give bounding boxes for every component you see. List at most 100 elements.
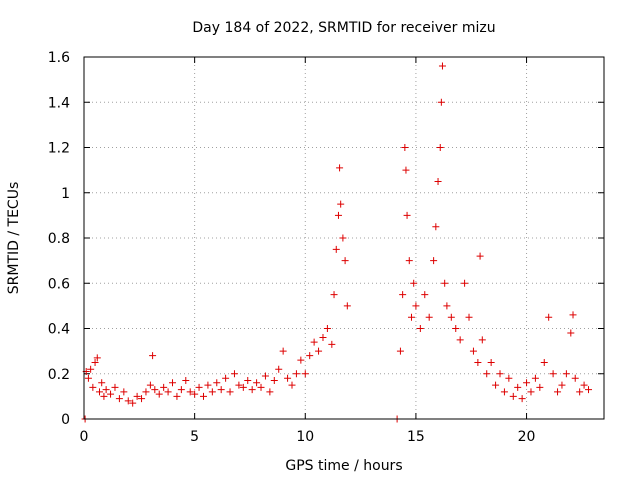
data-point [438,62,446,70]
data-point [336,164,344,172]
data-point [120,388,128,396]
data-point [173,392,181,400]
data-point [115,395,123,403]
data-point [518,395,526,403]
x-tick-label: 0 [80,429,89,445]
data-point [527,388,535,396]
data-point [469,347,477,355]
data-point [95,388,103,396]
data-point [177,386,185,394]
data-point [288,381,296,389]
data-point [199,392,207,400]
data-point [401,144,409,151]
data-point [437,98,445,106]
data-point [474,358,482,366]
data-point [487,358,495,366]
data-point [421,291,429,299]
data-point [208,388,216,396]
data-point [248,386,256,394]
data-point [84,374,92,382]
y-tick-label: 0.8 [48,231,70,247]
data-point [562,370,570,378]
data-point [576,388,584,396]
data-point [155,390,163,398]
data-point [87,365,95,373]
data-point [270,377,278,385]
data-point [441,279,449,287]
data-point [195,383,203,391]
y-tick-label: 1.6 [48,50,70,66]
data-point [425,313,433,321]
data-point [102,386,110,394]
data-point [492,381,500,389]
y-axis-label: SRMTID / TECUs [6,182,22,295]
data-point [275,365,283,373]
data-point [432,223,440,231]
data-point [410,279,418,287]
data-point [461,279,469,287]
data-point [536,383,544,391]
data-point [100,392,108,400]
data-point [396,347,404,355]
data-point [261,372,269,380]
data-point [447,313,455,321]
y-tick-label: 1.4 [48,95,70,111]
data-point [483,370,491,378]
data-point [306,352,314,360]
data-point [531,374,539,382]
x-tick-label: 5 [190,429,199,445]
y-tick-label: 1.2 [48,141,70,157]
data-point [222,374,230,382]
data-point [204,381,212,389]
data-point [334,211,342,219]
data-point [257,383,265,391]
data-point [558,381,566,389]
data-point [133,392,141,400]
data-point [182,377,190,385]
data-point [297,356,305,364]
data-point [284,374,292,382]
data-point [244,377,252,385]
data-point [186,388,194,396]
data-point [279,347,287,355]
x-axis-label: GPS time / hours [285,458,402,474]
data-point [436,144,444,151]
data-point [301,370,309,378]
data-points [81,62,593,423]
data-point [443,302,451,310]
data-point [330,291,338,299]
data-point [217,386,225,394]
data-point [98,379,106,387]
y-tick-label: 0.4 [48,322,70,338]
data-point [554,388,562,396]
data-point [292,370,300,378]
data-point [399,291,407,299]
tick-labels: 0 5 10 15 20 0 0.2 0.4 0.6 0.8 1 1.2 1.4 1.6 [48,50,536,445]
data-point [151,386,159,394]
y-tick-label: 1 [61,186,70,202]
data-point [266,388,274,396]
data-point [191,390,199,398]
data-point [138,395,146,403]
data-point [323,325,331,332]
data-point [343,302,351,310]
data-point [213,379,221,387]
data-point [315,347,323,355]
data-point [169,379,177,387]
data-point [149,352,157,360]
data-point [146,381,154,389]
data-point [319,334,327,342]
data-point [341,257,349,265]
data-point [89,383,97,391]
y-tick-label: 0.6 [48,276,70,292]
data-point [93,354,101,362]
data-point [328,340,336,348]
data-point [160,383,168,391]
data-point [523,379,531,387]
y-tick-label: 0.2 [48,367,70,383]
data-point [405,257,413,265]
data-point [500,388,508,396]
data-point [571,374,579,382]
data-point [545,313,553,321]
data-point [496,370,504,378]
